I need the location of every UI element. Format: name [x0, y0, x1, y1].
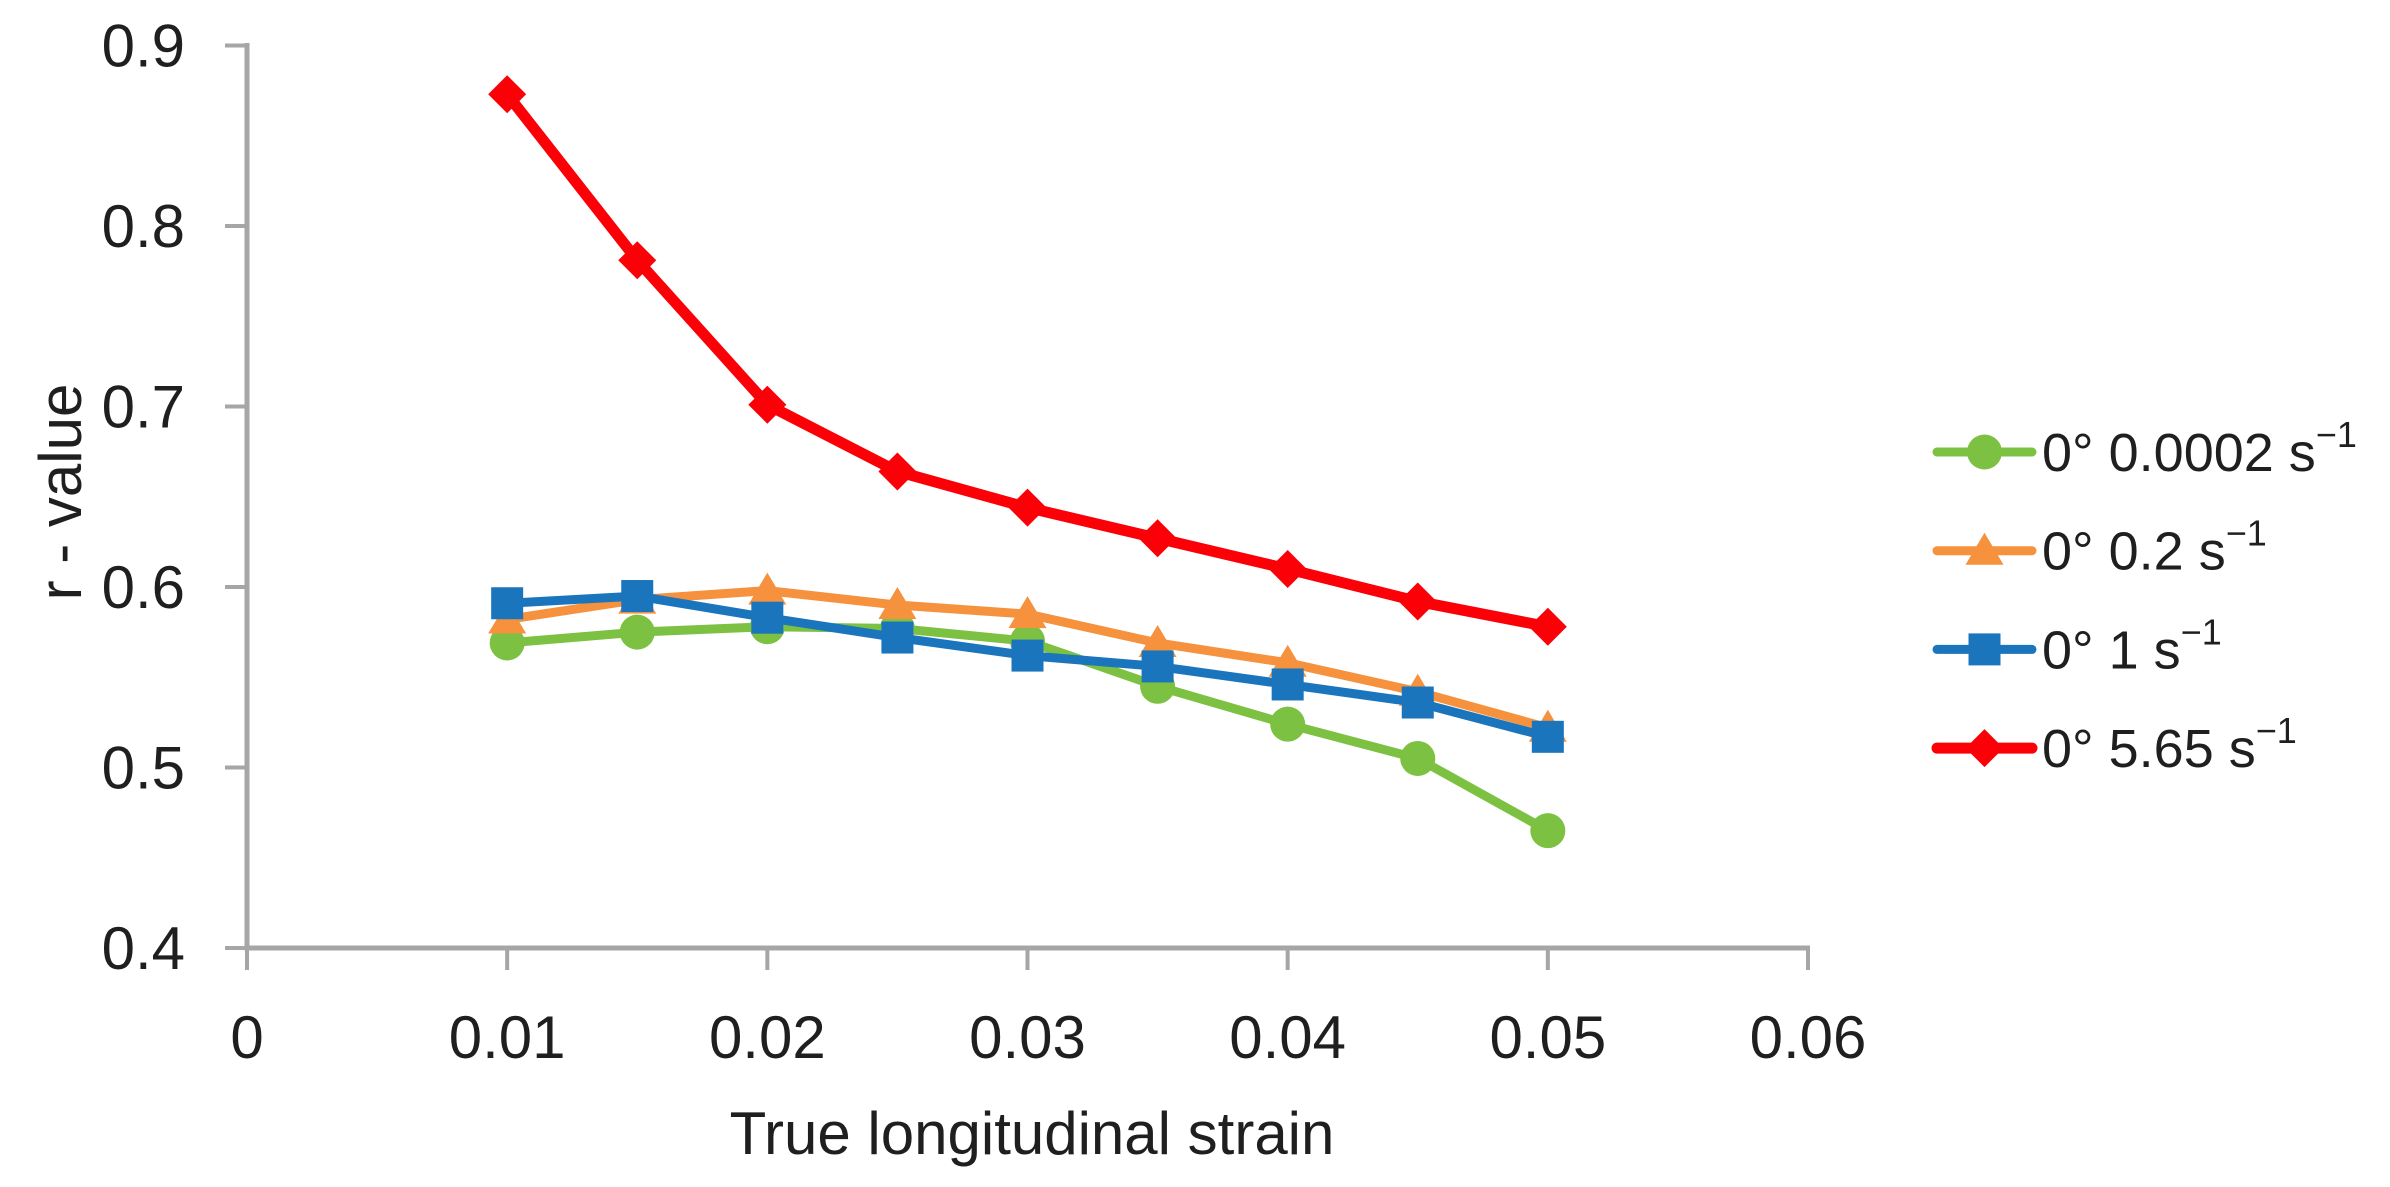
series-layer [488, 75, 1567, 849]
series-group-2 [491, 580, 1564, 753]
data-point-marker [1268, 549, 1307, 588]
data-point-marker [1530, 813, 1566, 849]
data-point-marker [621, 580, 654, 613]
x-tick-label: 0.03 [969, 1004, 1086, 1071]
data-point-marker [878, 452, 917, 491]
legend-circle-marker [1967, 434, 2002, 470]
x-tick-label: 0.05 [1489, 1004, 1606, 1071]
legend: 0° 0.0002 s−1 0° 0.2 s−1 0° 1 s−1 0° 5.65 s… [1931, 414, 2357, 779]
legend-diamond-marker [1965, 729, 2004, 768]
legend-item: 0° 1 s−1 [1932, 611, 2222, 680]
data-point-marker [488, 75, 527, 114]
x-axis-title: True longitudinal strain [730, 1100, 1335, 1167]
axes: 0 0.01 0.02 0.03 0.04 0.05 0.06 0.4 0.5 0.6 0.7 0.8… [102, 13, 1867, 1072]
y-tick-label: 0.5 [102, 735, 185, 802]
data-point-marker [1270, 706, 1306, 742]
data-point-marker [878, 587, 917, 620]
series-line [501, 88, 1554, 633]
data-point-marker [1008, 596, 1047, 629]
data-point-marker [1138, 624, 1177, 657]
legend-item: 0° 0.0002 s−1 [1932, 414, 2357, 483]
series-group-3 [488, 75, 1567, 646]
y-tick-label: 0.7 [102, 374, 185, 441]
x-tick-label: 0.01 [449, 1004, 566, 1071]
data-point-marker [1138, 519, 1177, 558]
data-point-marker [1008, 488, 1047, 527]
y-axis-title: r - value [27, 384, 94, 601]
data-point-marker [751, 601, 784, 634]
x-tick-label: 0.04 [1229, 1004, 1346, 1071]
data-point-marker [489, 625, 525, 661]
y-tick-label: 0.8 [102, 193, 185, 260]
data-point-marker [619, 614, 655, 650]
x-tick-label: 0.06 [1750, 1004, 1867, 1071]
legend-triangle-marker [1965, 532, 2004, 565]
data-point-marker [748, 385, 787, 424]
data-point-marker [1271, 668, 1304, 701]
data-point-marker [748, 572, 787, 605]
legend-item: 0° 0.2 s−1 [1932, 513, 2267, 582]
legend-label: 0° 5.65 s−1 [2042, 710, 2297, 779]
data-point-marker [1398, 582, 1437, 621]
legend-square-marker [1968, 633, 2001, 666]
data-point-marker [1400, 740, 1436, 776]
data-point-marker [1528, 607, 1567, 646]
data-point-marker [618, 241, 657, 280]
x-tick-label: 0.02 [709, 1004, 826, 1071]
y-tick-label: 0.9 [102, 13, 185, 80]
x-tick-label: 0 [230, 1004, 263, 1071]
legend-label: 0° 0.2 s−1 [2042, 513, 2267, 582]
data-point-marker [1011, 639, 1044, 672]
data-point-marker [491, 587, 524, 620]
data-point-marker [881, 621, 914, 654]
data-point-marker [1141, 650, 1174, 683]
legend-label: 0° 1 s−1 [2042, 611, 2222, 680]
y-tick-label: 0.4 [102, 915, 185, 982]
data-point-marker [1401, 686, 1434, 719]
y-tick-label: 0.6 [102, 554, 185, 621]
legend-item: 0° 5.65 s−1 [1931, 710, 2297, 779]
data-point-marker [1531, 720, 1564, 753]
legend-label: 0° 0.0002 s−1 [2042, 414, 2357, 483]
